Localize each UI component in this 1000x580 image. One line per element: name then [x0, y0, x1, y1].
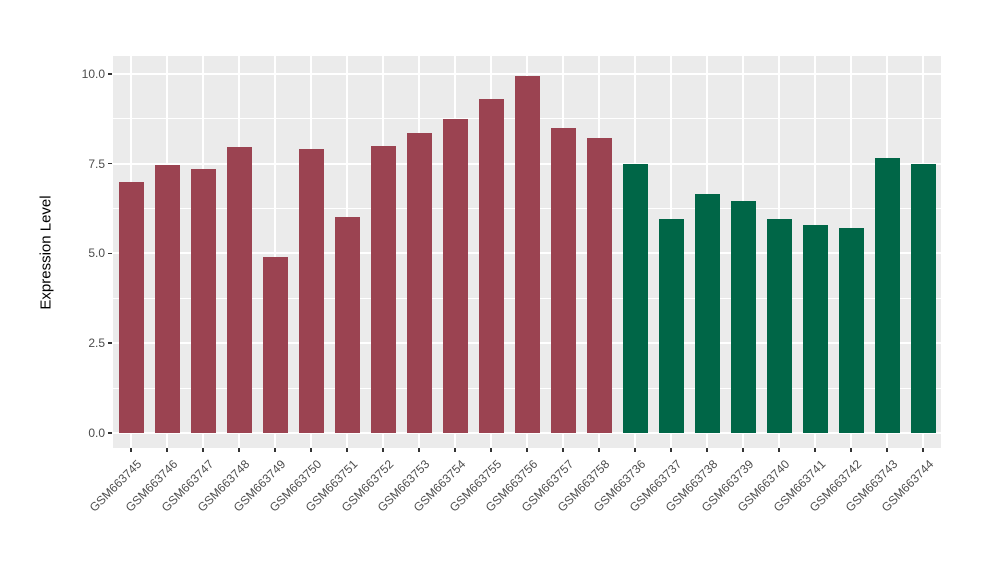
y-tick-mark — [108, 432, 112, 434]
x-tick-mark — [706, 448, 708, 452]
bar — [334, 217, 360, 433]
bar — [658, 219, 684, 433]
bar — [802, 224, 828, 433]
bar — [442, 118, 468, 433]
y-tick-label: 7.5 — [88, 156, 105, 171]
x-tick-mark — [742, 448, 744, 452]
x-tick-mark — [238, 448, 240, 452]
bar — [406, 133, 432, 433]
x-tick-mark — [490, 448, 492, 452]
bar — [694, 194, 720, 433]
x-tick-mark — [346, 448, 348, 452]
bar — [118, 181, 144, 433]
x-tick-mark — [886, 448, 888, 452]
x-tick-mark — [454, 448, 456, 452]
x-tick-mark — [382, 448, 384, 452]
x-tick-mark — [166, 448, 168, 452]
x-tick-mark — [130, 448, 132, 452]
x-tick-mark — [310, 448, 312, 452]
bar — [766, 219, 792, 433]
y-tick-mark — [108, 252, 112, 255]
bar — [874, 158, 900, 433]
x-tick-mark — [562, 448, 564, 452]
bar — [622, 163, 648, 433]
x-tick-mark — [634, 448, 636, 452]
y-tick-label: 0.0 — [88, 426, 105, 440]
bar — [370, 145, 396, 433]
x-tick-mark — [526, 448, 528, 452]
x-tick-mark — [922, 448, 924, 452]
x-tick-mark — [850, 448, 852, 452]
x-tick-mark — [778, 448, 780, 452]
y-tick-label: 5.0 — [88, 246, 105, 261]
bar — [910, 163, 936, 433]
y-tick-mark — [108, 342, 112, 344]
bar — [298, 149, 324, 433]
x-tick-mark — [598, 448, 600, 452]
y-tick-label: 2.5 — [88, 336, 105, 351]
gridline-major-x — [274, 56, 276, 448]
y-tick-mark — [108, 162, 112, 165]
bar — [190, 168, 216, 433]
x-tick-mark — [202, 448, 204, 452]
bar — [838, 228, 864, 433]
y-tick-mark — [108, 73, 112, 75]
bar — [586, 138, 612, 433]
bar — [730, 201, 756, 433]
bar — [550, 127, 576, 433]
bar — [226, 147, 252, 433]
x-tick-mark — [670, 448, 672, 452]
bar — [478, 98, 504, 433]
x-tick-mark — [274, 448, 276, 452]
bar — [154, 165, 180, 433]
bar — [514, 75, 540, 433]
x-tick-mark — [418, 448, 420, 452]
plot-panel — [113, 56, 941, 448]
y-tick-label: 10.0 — [81, 66, 105, 81]
x-tick-mark — [814, 448, 816, 452]
bar — [262, 256, 288, 433]
